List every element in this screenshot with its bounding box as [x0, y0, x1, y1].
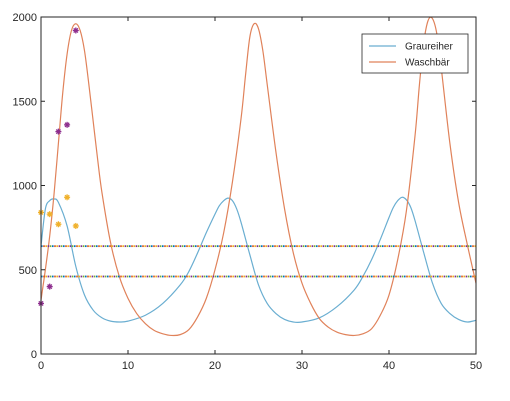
x-tick-label-2: 20	[209, 360, 221, 372]
series-3-point-3	[64, 194, 71, 201]
series-2-point-2	[55, 128, 62, 135]
x-tick-label-5: 50	[470, 360, 482, 372]
series-3-point-1	[46, 211, 53, 218]
y-tick-label-4: 2000	[13, 12, 37, 24]
series-3-point-2	[55, 221, 62, 228]
series-layer	[41, 17, 476, 337]
x-tick-label-4: 40	[383, 360, 395, 372]
y-tick-label-1: 500	[19, 265, 37, 277]
y-tick-label-0: 0	[31, 349, 37, 361]
legend-box	[361, 33, 469, 74]
y-tick-label-2: 1000	[13, 181, 37, 193]
reference-lines	[41, 245, 476, 278]
series-2-point-1	[46, 283, 53, 290]
series-2-point-3	[64, 121, 71, 128]
x-tick-label-1: 10	[122, 360, 134, 372]
x-tick-label-3: 30	[296, 360, 308, 372]
reference-line-0	[41, 245, 476, 248]
series-3-point-4	[72, 222, 79, 229]
y-axis: 0 500 1000 1500 2000	[13, 12, 476, 361]
legend: Graureiher Waschbär	[361, 33, 469, 74]
legend-label-graureiher: Graureiher	[405, 42, 453, 53]
series-2-point-4	[72, 27, 79, 34]
reference-line-1	[41, 275, 476, 278]
legend-label-waschbar: Waschbär	[405, 58, 450, 69]
series-line-1	[41, 17, 476, 337]
y-tick-label-3: 1500	[13, 96, 37, 108]
x-axis: 0 10 20 30 40 50	[38, 17, 482, 372]
x-tick-label-0: 0	[38, 360, 44, 372]
